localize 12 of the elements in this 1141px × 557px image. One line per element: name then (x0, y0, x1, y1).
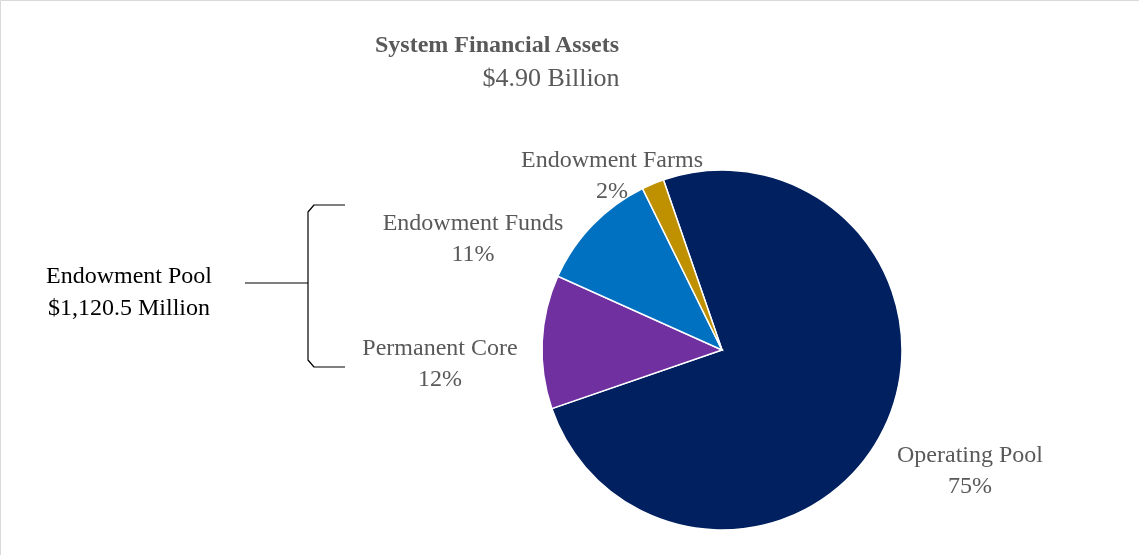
slice-label: Endowment Farms (521, 146, 703, 172)
text: Endowment Pool (46, 262, 213, 288)
data-label: 11% (451, 240, 495, 266)
chart-title: System Financial Assets (374, 31, 620, 57)
slice-label: Permanent Core (362, 334, 518, 360)
slice-label: Operating Pool (897, 441, 1044, 467)
text: $1,120.5 Million (47, 294, 211, 320)
data-label: 2% (596, 177, 628, 203)
data-label: 12% (418, 365, 462, 391)
data-label: 75% (948, 472, 992, 498)
chart-subtitle: $4.90 Billion (482, 63, 620, 92)
slice-label: Endowment Funds (382, 209, 564, 235)
